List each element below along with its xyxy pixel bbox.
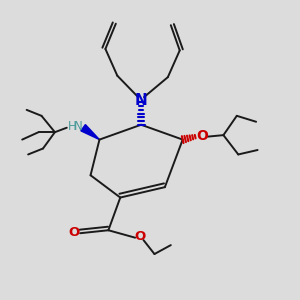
Text: N: N — [74, 120, 83, 133]
Text: O: O — [135, 230, 146, 243]
Text: O: O — [68, 226, 79, 239]
Polygon shape — [81, 124, 100, 140]
Text: O: O — [197, 129, 208, 143]
Text: N: N — [135, 93, 148, 108]
Text: H: H — [68, 120, 77, 133]
